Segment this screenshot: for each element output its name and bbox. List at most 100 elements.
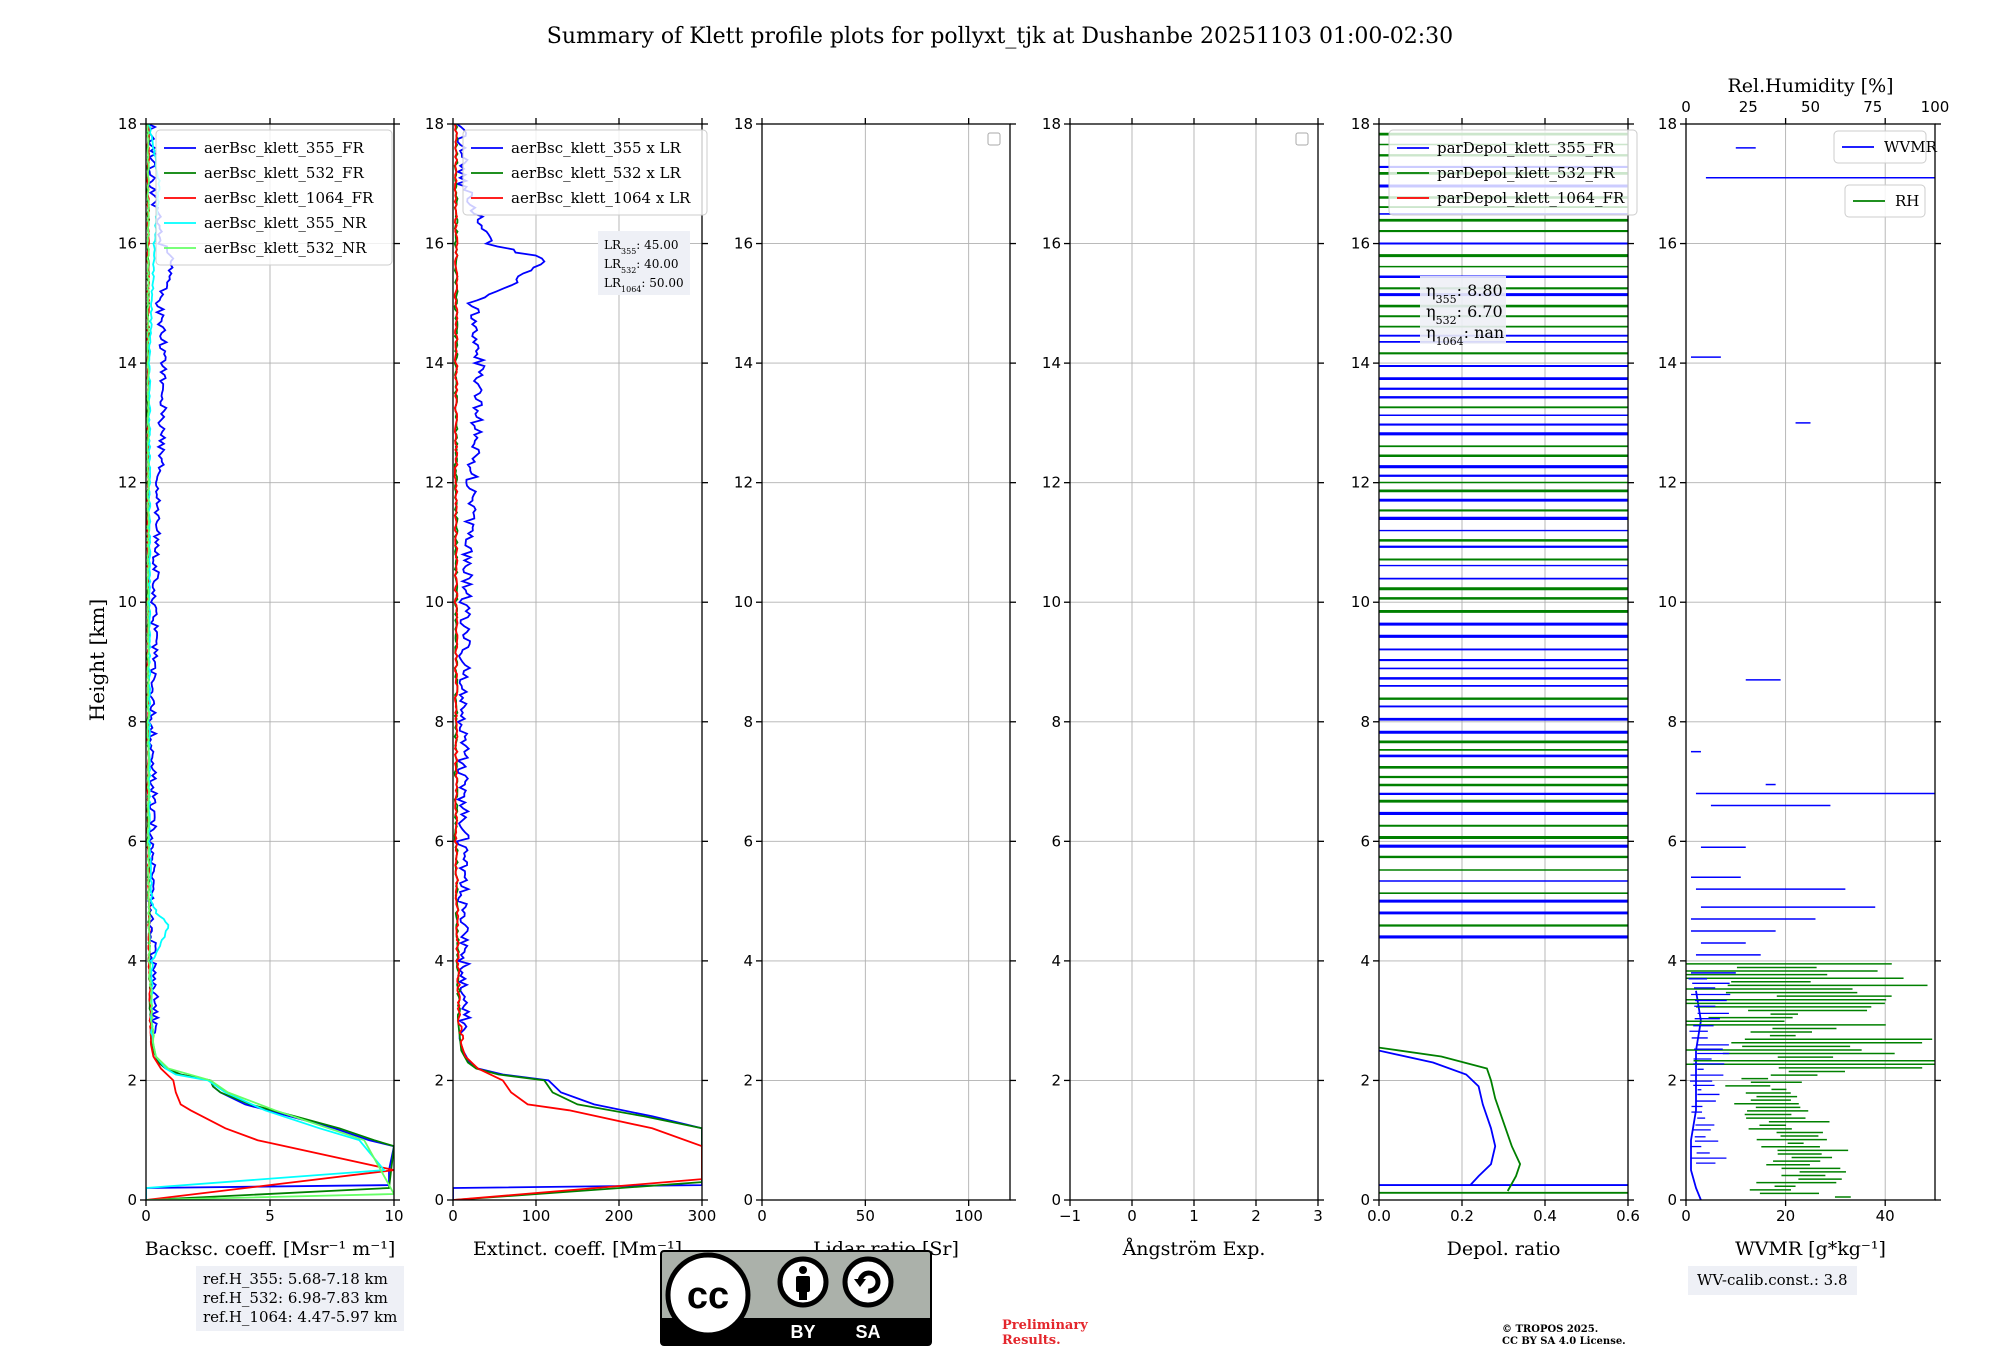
ref-height-box: ref.H_355: 5.68-7.18 km ref.H_532: 6.98-… — [196, 1266, 405, 1331]
ytick-label: 14 — [1658, 354, 1677, 372]
lr-annotation-box — [598, 231, 690, 295]
xtick-label: 0.6 — [1616, 1207, 1640, 1225]
ytick-label: 8 — [1667, 713, 1677, 731]
copyright-line-2: CC BY SA 4.0 License. — [1502, 1336, 1626, 1347]
ytick-label: 0 — [1360, 1191, 1370, 1209]
ytick-label: 4 — [1667, 952, 1677, 970]
ytick-label: 2 — [743, 1071, 753, 1089]
legend-box-rh: RH — [1844, 184, 1926, 218]
lr-annotation-1064-value: : 50.00 — [641, 276, 683, 290]
eta-annotation-532-value: : 6.70 — [1457, 302, 1503, 321]
ytick-label: 6 — [434, 832, 444, 850]
ref-height-355: ref.H_355: 5.68-7.18 km — [203, 1270, 388, 1288]
preliminary-note: Preliminary Results. — [1002, 1318, 1088, 1348]
series-aerBsc_klett_355_NR — [146, 124, 386, 1200]
series-aerBsc_klett_532_NR — [146, 124, 394, 1200]
legend-frame — [1833, 130, 1927, 164]
xtick-label: 300 — [688, 1207, 717, 1225]
ytick-label: 18 — [118, 115, 137, 133]
xtick-label: 0.0 — [1367, 1207, 1391, 1225]
lr-annotation-1064-symbol: LR — [604, 276, 622, 290]
ytick-label: 18 — [1351, 115, 1370, 133]
ytick-label: 18 — [425, 115, 444, 133]
lr-annotation-532-subscript: 532 — [621, 266, 636, 275]
data-layer — [453, 124, 702, 1200]
ytick-label: 10 — [1351, 593, 1370, 611]
lr-annotation-355-subscript: 355 — [621, 247, 636, 256]
xtick-label: 0 — [448, 1207, 458, 1225]
legend-frame — [155, 129, 393, 266]
ytick-label: 4 — [743, 952, 753, 970]
ytick-label: 18 — [1658, 115, 1677, 133]
ytick-label: 0 — [434, 1191, 444, 1209]
xtick-label: −1 — [1059, 1207, 1081, 1225]
top-xtick-label: 100 — [1921, 98, 1950, 116]
xtick-label: 3 — [1313, 1207, 1323, 1225]
ytick-label: 6 — [1667, 832, 1677, 850]
by-text: BY — [790, 1322, 815, 1342]
xtick-label: 100 — [954, 1207, 983, 1225]
ytick-label: 2 — [1051, 1071, 1061, 1089]
ytick-label: 12 — [425, 474, 444, 492]
ytick-label: 0 — [743, 1191, 753, 1209]
x-axis-label: Backsc. coeff. [Msr⁻¹ m⁻¹] — [145, 1238, 396, 1260]
ytick-label: 16 — [1658, 235, 1677, 253]
xtick-label: 0.4 — [1533, 1207, 1557, 1225]
ytick-label: 14 — [1042, 354, 1061, 372]
xtick-label: 50 — [856, 1207, 875, 1225]
ytick-label: 10 — [1658, 593, 1677, 611]
legend-label: aerBsc_klett_1064 x LR — [511, 189, 691, 207]
ytick-label: 6 — [1360, 832, 1370, 850]
ytick-label: 0 — [1667, 1191, 1677, 1209]
lr-annotation-355: LR355: 45.00 — [604, 238, 679, 256]
legend-label: aerBsc_klett_355_FR — [204, 139, 364, 157]
legend-label: WVMR — [1884, 138, 1938, 156]
panel-depol: 0 2 4 6 8 10 12 14 16 18 0.0 0.2 0.4 0.6 Depol. ratio p… — [1351, 115, 1640, 1260]
eta-annotation-1064: η1064: nan — [1426, 323, 1504, 348]
eta-annotation-1064-value: : nan — [1464, 323, 1505, 342]
series-parDepol_klett_355_FR — [1379, 1049, 1497, 1186]
cc-text: cc — [687, 1275, 729, 1317]
axes-frame — [761, 123, 1011, 1201]
lr-annotation-532: LR532: 40.00 — [604, 257, 679, 275]
ytick-label: 4 — [434, 952, 444, 970]
ytick-label: 10 — [734, 593, 753, 611]
legend-box: aerBsc_klett_355 x LR aerBsc_klett_532 x … — [462, 129, 708, 216]
legend-box: aerBsc_klett_355_FR aerBsc_klett_532_FRae… — [155, 129, 393, 266]
series-aerBsc_klett_355_FR — [146, 124, 394, 1200]
xtick-label: 1 — [1189, 1207, 1199, 1225]
x-axis-label: Extinct. coeff. [Mm⁻¹] — [473, 1238, 682, 1260]
ytick-label: 2 — [434, 1071, 444, 1089]
data-layer — [146, 124, 394, 1200]
copyright-note: © TROPOS 2025. CC BY SA 4.0 License. — [1502, 1324, 1626, 1348]
legend-label: aerBsc_klett_1064_FR — [204, 189, 374, 207]
x-axis-label: Ångström Exp. — [1122, 1238, 1266, 1260]
ytick-label: 2 — [1667, 1071, 1677, 1089]
legend-label: aerBsc_klett_355 x LR — [511, 139, 682, 157]
eta-annotation-532-symbol: η — [1426, 302, 1436, 321]
ytick-label: 10 — [1042, 593, 1061, 611]
legend-frame — [462, 129, 708, 216]
axes-frame — [1378, 123, 1629, 1201]
lr-annotation-355-value: : 45.00 — [636, 238, 678, 252]
legend-box: parDepol_klett_355_FR parDepol_klett_532_… — [1388, 129, 1638, 216]
xtick-label: 0 — [757, 1207, 767, 1225]
ytick-label: 8 — [743, 713, 753, 731]
ytick-label: 14 — [1351, 354, 1370, 372]
top-xtick-label: 25 — [1739, 98, 1758, 116]
panel-backscatter: 0 2 4 6 8 10 12 14 16 18 0 5 10 Backsc. coeff. [Msr⁻¹… — [118, 115, 404, 1260]
ytick-label: 6 — [743, 832, 753, 850]
ytick-label: 8 — [434, 713, 444, 731]
legend-label: aerBsc_klett_532_FR — [204, 164, 364, 182]
ytick-label: 8 — [1360, 713, 1370, 731]
ytick-label: 0 — [127, 1191, 137, 1209]
ytick-label: 12 — [1351, 474, 1370, 492]
ytick-label: 12 — [1658, 474, 1677, 492]
xtick-label: 2 — [1251, 1207, 1261, 1225]
legend-frame — [1388, 129, 1638, 216]
ytick-label: 12 — [734, 474, 753, 492]
x-axis-label: WVMR [g*kg⁻¹] — [1735, 1238, 1886, 1260]
axes-frame — [452, 123, 703, 1201]
legend-label: parDepol_klett_532_FR — [1437, 164, 1615, 182]
